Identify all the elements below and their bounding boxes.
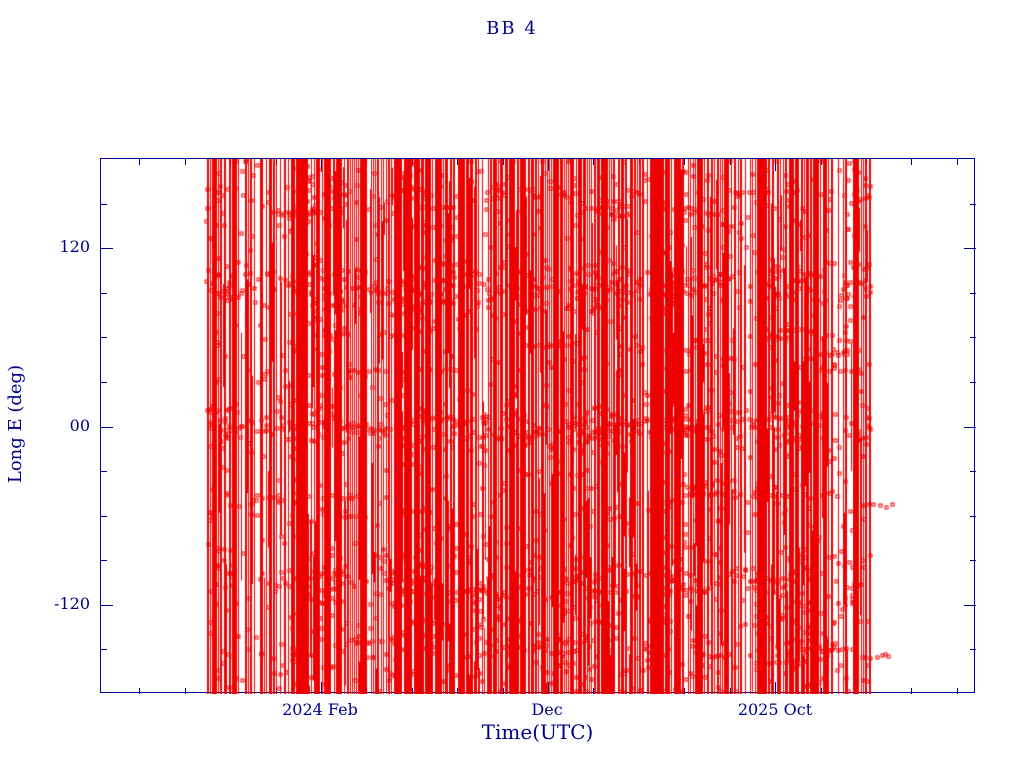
x-axis-label: Time(UTC) [481,720,594,744]
plot-area [100,158,976,694]
y-tick-label: -120 [54,593,90,613]
x-tick-label: 2024 Feb [282,700,358,719]
x-tick-label: 2025 Oct [737,700,813,719]
y-tick-label: 00 [69,415,90,435]
y-tick-label: 120 [59,237,90,257]
y-axis-label: Long E (deg) [5,364,26,484]
data-series-canvas [101,159,976,694]
x-tick-label: Dec [531,700,563,719]
chart-title: BB 4 [486,18,538,39]
